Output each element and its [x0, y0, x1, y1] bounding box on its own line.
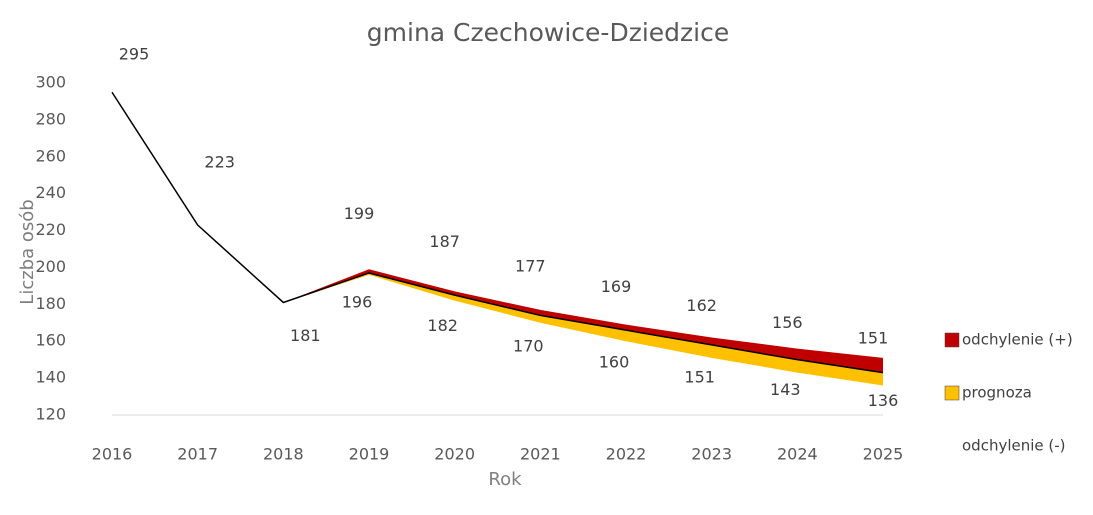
- y-axis-label: Liczba osób: [17, 199, 38, 304]
- upper-band: [283, 269, 883, 373]
- x-tick-label: 2025: [863, 445, 904, 464]
- x-tick-label: 2021: [520, 445, 561, 464]
- x-tick-label: 2022: [606, 445, 647, 464]
- y-tick-label: 120: [35, 405, 66, 424]
- legend-swatch: [944, 385, 960, 401]
- y-tick-label: 260: [35, 146, 66, 165]
- x-tick-label: 2023: [691, 445, 732, 464]
- x-tick-label: 2019: [349, 445, 390, 464]
- data-label: 156: [772, 313, 803, 332]
- y-tick-label: 140: [35, 368, 66, 387]
- y-tick-label: 300: [35, 73, 66, 92]
- x-axis-label: Rok: [488, 469, 522, 490]
- data-label: 295: [119, 45, 150, 64]
- x-tick-label: 2017: [177, 445, 218, 464]
- data-label: 162: [686, 296, 717, 315]
- data-label: 181: [290, 326, 321, 345]
- y-tick-label: 200: [35, 257, 66, 276]
- y-tick-label: 160: [35, 331, 66, 350]
- data-label: 151: [858, 328, 889, 347]
- y-tick-label: 220: [35, 220, 66, 239]
- x-tick-label: 2020: [434, 445, 475, 464]
- data-label: 143: [770, 380, 801, 399]
- x-tick-label: 2024: [777, 445, 818, 464]
- y-tick-label: 240: [35, 183, 66, 202]
- data-label: 177: [515, 256, 546, 275]
- y-tick-label: 180: [35, 294, 66, 313]
- x-tick-label: 2018: [263, 445, 304, 464]
- lower-band: [283, 272, 883, 386]
- data-label: 160: [599, 353, 630, 372]
- data-label: 170: [513, 336, 544, 355]
- data-label: 169: [601, 277, 632, 296]
- legend-label: odchylenie (-): [962, 437, 1066, 455]
- data-label: 196: [342, 292, 373, 311]
- data-label: 187: [429, 232, 460, 251]
- chart-title: gmina Czechowice-Dziedzice: [367, 18, 729, 47]
- x-tick-label: 2016: [92, 445, 133, 464]
- line: [111, 91, 884, 374]
- data-label: 151: [684, 367, 715, 386]
- legend-label: prognoza: [962, 384, 1032, 402]
- data-label: 182: [427, 316, 458, 335]
- y-tick-label: 280: [35, 109, 66, 128]
- data-label: 136: [868, 391, 899, 410]
- legend-swatch: [944, 332, 960, 348]
- legend-label: odchylenie (+): [962, 331, 1073, 349]
- data-label: 199: [344, 204, 375, 223]
- data-label: 223: [204, 153, 235, 172]
